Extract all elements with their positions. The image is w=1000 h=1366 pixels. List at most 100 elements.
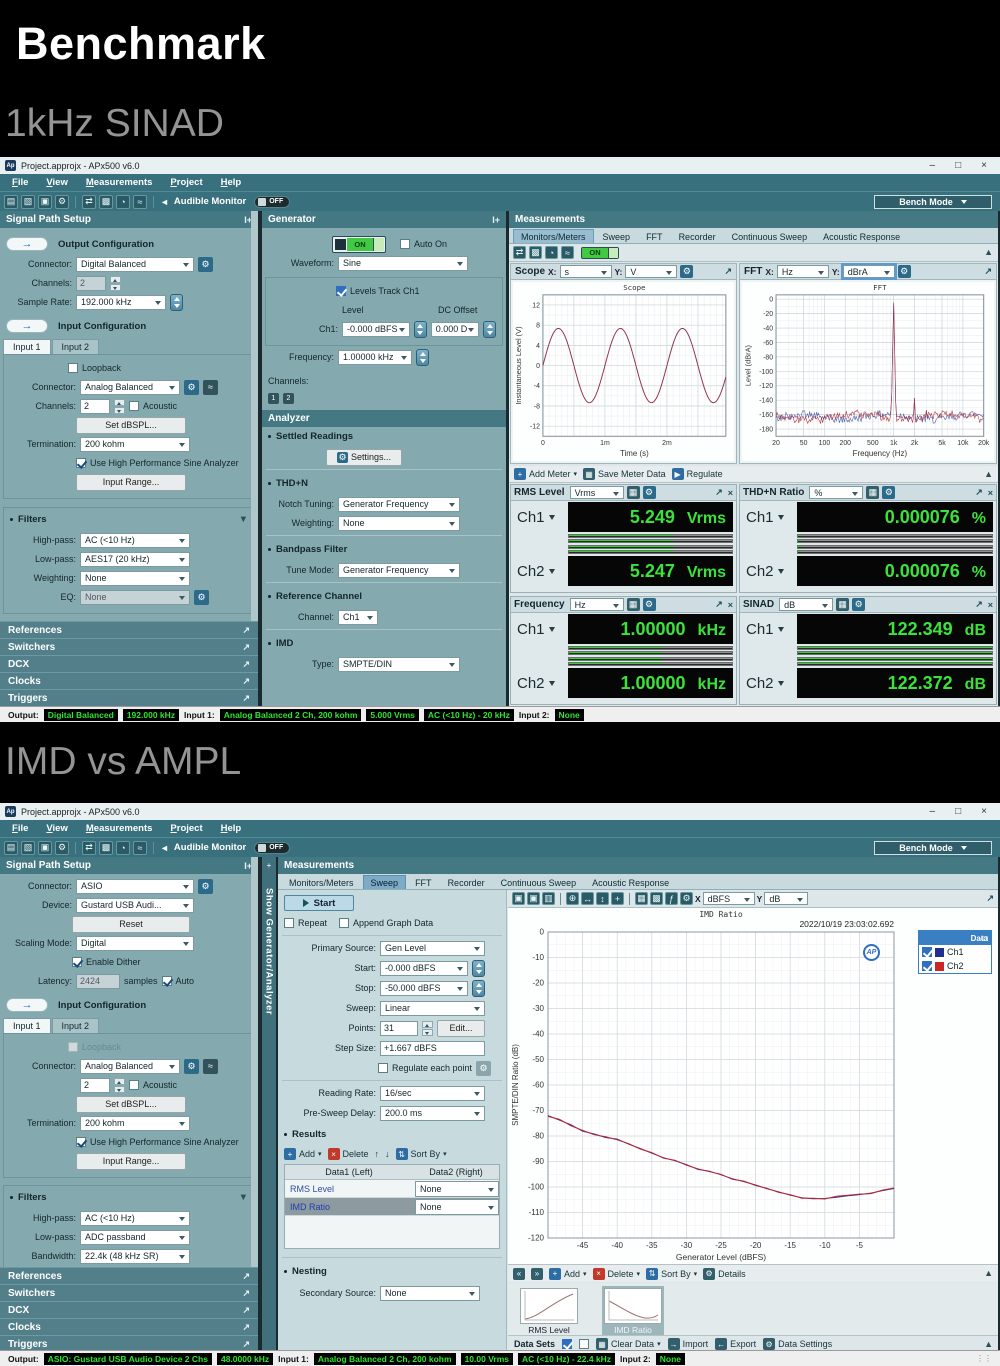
- cursor-fx-icon[interactable]: ƒ: [665, 892, 678, 905]
- edit-button[interactable]: Edit...: [437, 1019, 485, 1037]
- open-panel-icon[interactable]: ↗: [242, 1321, 250, 1332]
- tab-fft[interactable]: FFT: [415, 878, 432, 888]
- input-channels-stepper[interactable]: [114, 398, 125, 414]
- generator-on-toggle[interactable]: ON: [332, 235, 386, 253]
- meter-settings-icon[interactable]: ⚙: [642, 598, 656, 611]
- connector-settings-icon[interactable]: ⚙: [198, 256, 213, 272]
- imd-type-select[interactable]: SMPTE/DIN: [338, 656, 460, 672]
- graph-settings-icon[interactable]: ⚙: [680, 892, 693, 905]
- settings-button[interactable]: ⚙ Settings...: [326, 448, 403, 466]
- pin-icon[interactable]: ▲: [984, 247, 993, 257]
- sort-by-button[interactable]: ⇅ Sort By ▾: [395, 1148, 447, 1160]
- new-file-icon[interactable]: ▤: [4, 194, 18, 209]
- regulate-button[interactable]: ▶ Regulate: [671, 468, 723, 480]
- expander-icon[interactable]: [268, 595, 271, 598]
- input-channels-input[interactable]: 2: [80, 1077, 110, 1093]
- monitor-on-toggle[interactable]: ON: [581, 246, 619, 259]
- fft-x-select[interactable]: Hz: [776, 265, 829, 278]
- notch-tuning-select[interactable]: Generator Frequency: [338, 496, 460, 512]
- add-button[interactable]: + Add ▾: [549, 1267, 587, 1280]
- pin-icon[interactable]: ▲: [984, 1268, 993, 1278]
- sweep-select[interactable]: Linear: [380, 1000, 485, 1016]
- auto-on-checkbox[interactable]: [400, 239, 410, 249]
- sample-rate-select[interactable]: 192.000 kHz: [76, 294, 166, 310]
- close-button[interactable]: ×: [981, 160, 987, 171]
- monitor-clock-icon[interactable]: ◔: [116, 840, 130, 855]
- points-stepper[interactable]: [422, 1020, 433, 1036]
- close-icon[interactable]: ×: [987, 487, 993, 498]
- termination-select[interactable]: 200 kohm: [80, 436, 190, 452]
- frequency-stepper[interactable]: [416, 348, 429, 366]
- scope-y-select[interactable]: V: [625, 265, 678, 278]
- stop-input[interactable]: -50.000 dBFS: [380, 980, 468, 996]
- save-graph-icon[interactable]: ▣: [512, 892, 525, 905]
- meter-settings-icon[interactable]: ⚙: [882, 486, 896, 499]
- sidebar-item-switchers[interactable]: Switchers ↗: [0, 638, 258, 655]
- tab-input1[interactable]: Input 1: [3, 1018, 51, 1033]
- details-button[interactable]: ⚙ Details: [703, 1267, 746, 1280]
- start-input[interactable]: -0.000 dBFS: [380, 960, 468, 976]
- signal-path-icon[interactable]: ⇄: [82, 194, 96, 209]
- channel-1-button[interactable]: 1: [268, 392, 279, 404]
- meter-options-icon[interactable]: ▦: [866, 486, 880, 499]
- ch2-selector[interactable]: Ch2: [743, 675, 797, 692]
- audible-monitor-toggle[interactable]: OFF: [254, 841, 291, 854]
- minimize-button[interactable]: –: [929, 160, 936, 171]
- device-select[interactable]: Gustard USB Audi...: [76, 897, 194, 913]
- pin-icon[interactable]: ▲: [984, 469, 993, 479]
- result-row-rms[interactable]: RMS Level None: [285, 1180, 499, 1198]
- sidebar-item-clocks[interactable]: Clocks ↗: [0, 672, 258, 689]
- open-panel-icon[interactable]: ↗: [242, 675, 250, 686]
- tab-continuous-sweep[interactable]: Continuous Sweep: [500, 878, 577, 888]
- data2-select[interactable]: None: [415, 1198, 499, 1215]
- open-panel-icon[interactable]: ↗: [242, 641, 250, 652]
- save-icon[interactable]: ▣: [38, 194, 52, 209]
- add-result-button[interactable]: + Add ▾: [284, 1148, 322, 1160]
- dc-stepper[interactable]: [483, 320, 496, 338]
- lowpass-select[interactable]: AES17 (20 kHz): [80, 551, 190, 567]
- resize-grip[interactable]: ⋮⋮: [976, 1354, 992, 1363]
- output-connector-select[interactable]: Digital Balanced: [76, 256, 194, 272]
- menu-view[interactable]: View: [46, 823, 68, 834]
- move-down-button[interactable]: ↓: [385, 1149, 390, 1159]
- import-button[interactable]: → Import: [667, 1338, 709, 1350]
- open-panel-icon[interactable]: ↗: [242, 1304, 250, 1315]
- sidebar-item-switchers[interactable]: Switchers ↗: [0, 1284, 258, 1301]
- tab-recorder[interactable]: Recorder: [678, 232, 716, 242]
- expander-icon[interactable]: [268, 642, 271, 645]
- ch2-selector[interactable]: Ch2: [743, 563, 797, 580]
- menu-measurements[interactable]: Measurements: [85, 823, 153, 834]
- eq-settings-icon[interactable]: ⚙: [194, 589, 209, 605]
- save-icon[interactable]: ▣: [38, 840, 52, 855]
- latency-input[interactable]: 2424: [76, 973, 120, 989]
- input-monitor-icon[interactable]: ≈: [203, 379, 218, 395]
- close-icon[interactable]: ×: [987, 599, 993, 610]
- show-generator-analyzer-strip[interactable]: + Show Generator/Analyzer: [262, 857, 276, 1352]
- sample-rate-stepper[interactable]: [170, 293, 183, 311]
- menu-file[interactable]: File: [12, 823, 29, 834]
- save-meter-data-button[interactable]: ▦ Save Meter Data: [583, 468, 666, 480]
- expander-icon[interactable]: [268, 548, 271, 551]
- channel-2-button[interactable]: 2: [283, 392, 294, 404]
- fft-y-select[interactable]: dBrA: [840, 263, 897, 280]
- input-range-button[interactable]: Input Range...: [76, 1152, 186, 1170]
- menu-project[interactable]: Project: [170, 177, 203, 188]
- expander-icon[interactable]: [268, 435, 271, 438]
- input-channels-stepper[interactable]: [114, 1077, 125, 1093]
- scope-settings-icon[interactable]: ⚙: [680, 265, 694, 278]
- thumbnail-rms-level[interactable]: RMS Level: [518, 1286, 580, 1337]
- tab-monitors-meters[interactable]: Monitors/Meters: [289, 878, 354, 888]
- hps-checkbox[interactable]: [76, 458, 86, 468]
- sidebar-item-dcx[interactable]: DCX ↗: [0, 655, 258, 672]
- close-icon[interactable]: ×: [727, 599, 733, 610]
- repeat-checkbox[interactable]: [284, 918, 294, 928]
- meters-icon[interactable]: ▩: [99, 840, 113, 855]
- dither-checkbox[interactable]: [72, 957, 82, 967]
- last-result-button[interactable]: »: [531, 1267, 543, 1280]
- open-project-icon[interactable]: ▧: [21, 840, 35, 855]
- analyzer-weighting-select[interactable]: None: [338, 515, 460, 531]
- table-view-icon[interactable]: ▦: [635, 892, 648, 905]
- expander-icon[interactable]: [268, 482, 271, 485]
- result-row-imd[interactable]: IMD Ratio None: [285, 1198, 499, 1216]
- zoom-icon[interactable]: ⊕: [566, 892, 579, 905]
